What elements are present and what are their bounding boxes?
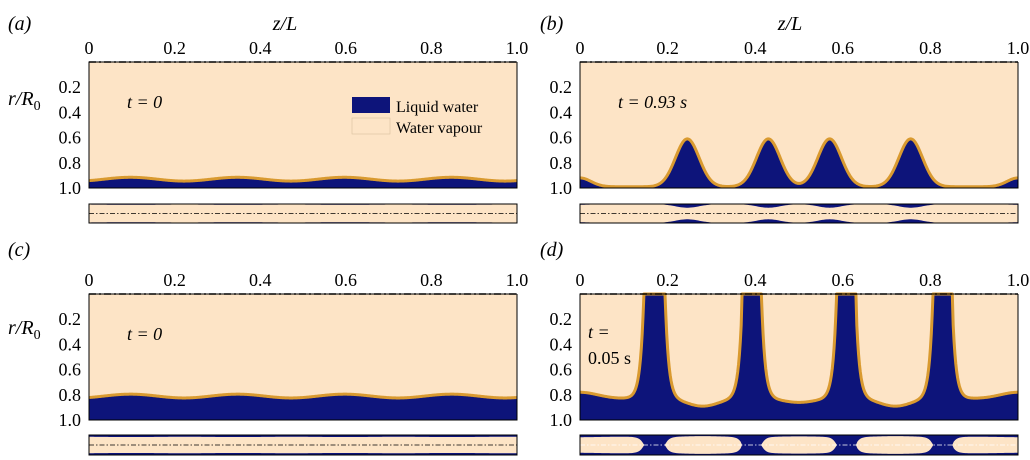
x-ticks-a: 0 0.2 0.4 0.6 0.8 1.0 <box>85 38 529 58</box>
y-tick-label: 1.0 <box>59 178 82 198</box>
cross-section-strip-d <box>579 434 1019 456</box>
y-tick-label: 0.8 <box>59 385 82 405</box>
y-tick-label: 0.2 <box>59 309 82 329</box>
y-tick-label: 0.8 <box>59 153 82 173</box>
x-axis-label-b: z/L <box>777 13 802 35</box>
interface-line-b <box>579 137 1019 189</box>
x-tick-label: 0 <box>85 270 94 290</box>
legend-swatch-vapour <box>351 117 391 135</box>
legend-label-liquid: Liquid water <box>396 99 479 116</box>
x-tick-label: 0.4 <box>249 270 272 290</box>
panel-label-c: (c) <box>8 239 31 261</box>
y-axis-label-a: r/R0 <box>8 88 41 114</box>
cross-section-strip-c <box>88 434 518 456</box>
x-tick-label: 1.0 <box>506 38 529 58</box>
x-tick-label: 0.2 <box>163 38 186 58</box>
x-tick-label: 1.0 <box>1007 38 1030 58</box>
x-tick-label: 0.6 <box>832 270 855 290</box>
x-tick-label: 0.2 <box>163 270 186 290</box>
time-label-a: t = 0 <box>127 92 162 112</box>
x-tick-label: 1.0 <box>506 270 529 290</box>
x-tick-label: 0 <box>576 38 585 58</box>
y-tick-label: 0.8 <box>550 385 573 405</box>
y-tick-label: 0.2 <box>59 77 82 97</box>
y-axis-label-c: r/R0 <box>8 317 41 343</box>
panel-label-b: (b) <box>540 13 564 35</box>
liquid-region-b <box>580 138 1018 188</box>
legend-label-vapour: Water vapour <box>396 120 483 137</box>
x-ticks-c: 0 0.2 0.4 0.6 0.8 1.0 <box>85 270 529 290</box>
panel-b: (b) z/L 0 0.2 0.4 0.6 0.8 1.0 0.2 0.4 0.… <box>540 13 1030 224</box>
x-tick-label: 0.6 <box>832 38 855 58</box>
y-tick-label: 0.4 <box>550 334 573 354</box>
cross-section-strip-a <box>88 203 518 224</box>
plot-frame-d <box>579 293 1019 421</box>
liquid-region-c <box>89 394 517 420</box>
x-tick-label: 0.8 <box>420 270 443 290</box>
x-tick-label: 0.8 <box>420 38 443 58</box>
plot-background-b <box>580 62 1018 188</box>
strip-frame <box>579 203 1019 224</box>
time-label-d: t = 0.05 s <box>588 322 631 368</box>
x-tick-label: 0.6 <box>335 38 358 58</box>
panel-label-d: (d) <box>540 239 564 261</box>
y-tick-label: 1.0 <box>59 410 82 430</box>
cross-section-strip-b <box>579 203 1019 224</box>
x-tick-label: 0.8 <box>919 270 942 290</box>
legend: Liquid water Water vapour <box>348 90 510 140</box>
x-tick-label: 0 <box>85 38 94 58</box>
y-ticks-a: 0.2 0.4 0.6 0.8 1.0 <box>59 77 82 198</box>
legend-swatch-liquid <box>352 97 390 113</box>
time-label-c: t = 0 <box>127 324 162 344</box>
x-axis-label-a: z/L <box>272 13 297 35</box>
y-tick-label: 0.4 <box>550 102 573 122</box>
panel-a: (a) z/L 0 0.2 0.4 0.6 0.8 1.0 0.2 0.4 0.… <box>8 13 529 224</box>
x-tick-label: 0.4 <box>744 270 767 290</box>
y-tick-label: 0.6 <box>550 360 573 380</box>
x-tick-label: 0.8 <box>919 38 942 58</box>
strip-background <box>580 204 1018 223</box>
panel-d: (d) 0 0.2 0.4 0.6 0.8 1.0 0.2 0.4 0.6 0.… <box>540 239 1030 456</box>
y-tick-label: 0.2 <box>550 309 573 329</box>
strip-frame <box>88 434 518 456</box>
x-tick-label: 0 <box>576 270 585 290</box>
y-tick-label: 1.0 <box>550 178 573 198</box>
y-ticks-c: 0.2 0.4 0.6 0.8 1.0 <box>59 309 82 430</box>
interface-line-c <box>88 392 518 400</box>
x-ticks-d: 0 0.2 0.4 0.6 0.8 1.0 <box>576 270 1030 290</box>
y-tick-label: 0.6 <box>59 360 82 380</box>
y-ticks-d: 0.2 0.4 0.6 0.8 1.0 <box>550 309 573 430</box>
y-ticks-b: 0.2 0.4 0.6 0.8 1.0 <box>550 77 573 198</box>
interface-line-a <box>88 175 518 183</box>
y-tick-label: 1.0 <box>550 410 573 430</box>
x-tick-label: 0.4 <box>249 38 272 58</box>
y-tick-label: 0.4 <box>59 334 82 354</box>
x-tick-label: 0.6 <box>335 270 358 290</box>
strip-background <box>580 435 1018 455</box>
x-tick-label: 0.4 <box>744 38 767 58</box>
x-tick-label: 0.2 <box>656 38 679 58</box>
strip-liquid-top <box>580 204 1018 208</box>
y-tick-label: 0.4 <box>59 102 82 122</box>
strip-liquid-top <box>580 435 1018 445</box>
strip-frame <box>88 203 518 224</box>
x-tick-label: 0.2 <box>656 270 679 290</box>
y-tick-label: 0.6 <box>550 128 573 148</box>
strip-frame <box>579 434 1019 456</box>
strip-liquid-top <box>89 435 517 438</box>
y-tick-label: 0.6 <box>59 128 82 148</box>
liquid-region-a <box>89 177 517 188</box>
panel-c: (c) 0 0.2 0.4 0.6 0.8 1.0 0.2 0.4 0.6 0.… <box>8 239 529 456</box>
strip-liquid-bottom <box>580 219 1018 223</box>
time-label-b: t = 0.93 s <box>618 92 687 112</box>
strip-liquid-bottom <box>89 452 517 455</box>
strip-liquid-bottom <box>580 445 1018 455</box>
y-tick-label: 0.2 <box>550 77 573 97</box>
panel-label-a: (a) <box>8 13 32 35</box>
plot-frame-b <box>579 61 1019 189</box>
x-ticks-b: 0 0.2 0.4 0.6 0.8 1.0 <box>576 38 1030 58</box>
y-tick-label: 0.8 <box>550 153 573 173</box>
x-tick-label: 1.0 <box>1007 270 1030 290</box>
